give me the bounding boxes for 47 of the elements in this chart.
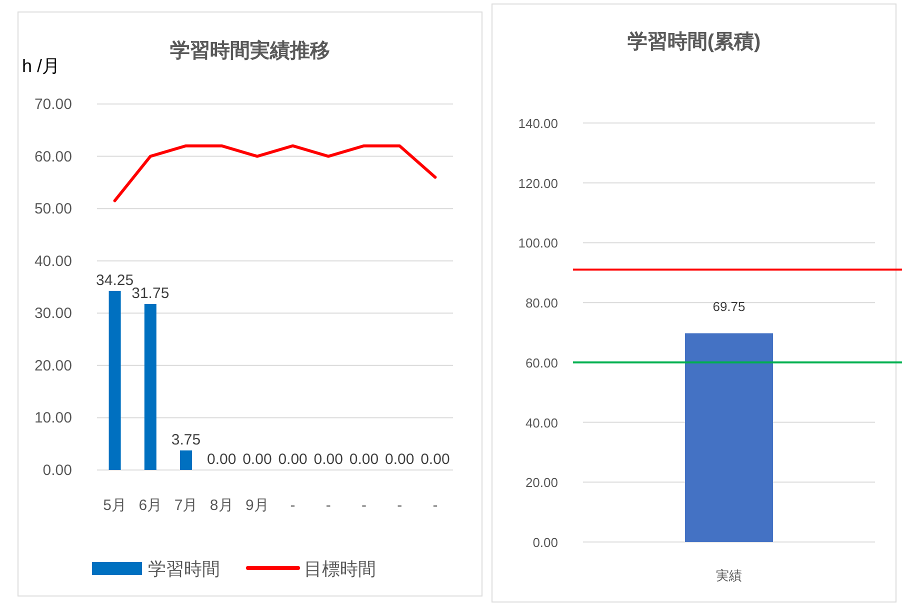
data-label: 31.75 [132,284,170,302]
data-label: 0.00 [314,451,343,468]
y-tick-label: 140.00 [518,116,558,131]
y-tick-label: 60.00 [34,148,72,166]
x-tick-label: 8月 [210,497,234,514]
x-tick-label: - [326,497,331,514]
y-tick-label: 40.00 [34,252,72,270]
legend-label: 目標時間 [304,559,376,579]
y-tick-label: 120.00 [518,176,558,191]
bar [144,304,156,470]
data-label: 0.00 [207,451,236,468]
x-tick-label: - [290,497,296,514]
x-tick-label: - [397,497,402,514]
data-label: 69.75 [712,299,746,314]
x-tick-label: - [362,497,366,514]
y-tick-label: 30.00 [34,305,72,322]
y-tick-label: 80.00 [525,296,558,311]
y-tick-label: 100.00 [518,236,558,251]
y-tick-label: 20.00 [525,475,558,490]
y-tick-label: 0.00 [42,462,72,479]
data-label: 0.00 [242,451,272,468]
y-axis-title: h /月 [22,56,60,76]
legend-label: 学習時間 [148,559,220,579]
data-label: 0.00 [278,451,308,468]
data-label: 3.75 [171,431,201,448]
data-label: 0.00 [349,451,379,468]
x-tick-label: - [432,497,438,514]
x-tick-label: 実績 [716,568,742,583]
y-tick-label: 50.00 [34,200,72,218]
bar [180,450,192,470]
x-tick-label: 5月 [103,497,126,514]
data-label: 0.00 [385,451,414,468]
x-tick-label: 6月 [138,497,162,514]
x-tick-label: 9月 [246,497,269,514]
chart-title: 学習時間(累積) [627,31,761,53]
y-tick-label: 70.00 [34,96,72,113]
data-label: 34.25 [96,272,134,289]
chart-title: 学習時間実績推移 [170,39,330,62]
bar [108,290,121,470]
y-tick-label: 40.00 [525,415,558,430]
y-tick-label: 60.00 [525,355,558,370]
y-tick-label: 20.00 [34,357,72,374]
y-tick-label: 10.00 [34,410,72,427]
line-series [113,144,437,202]
x-tick-label: 7月 [174,497,198,514]
y-tick-label: 0.00 [532,535,558,550]
data-label: 0.00 [420,451,450,468]
